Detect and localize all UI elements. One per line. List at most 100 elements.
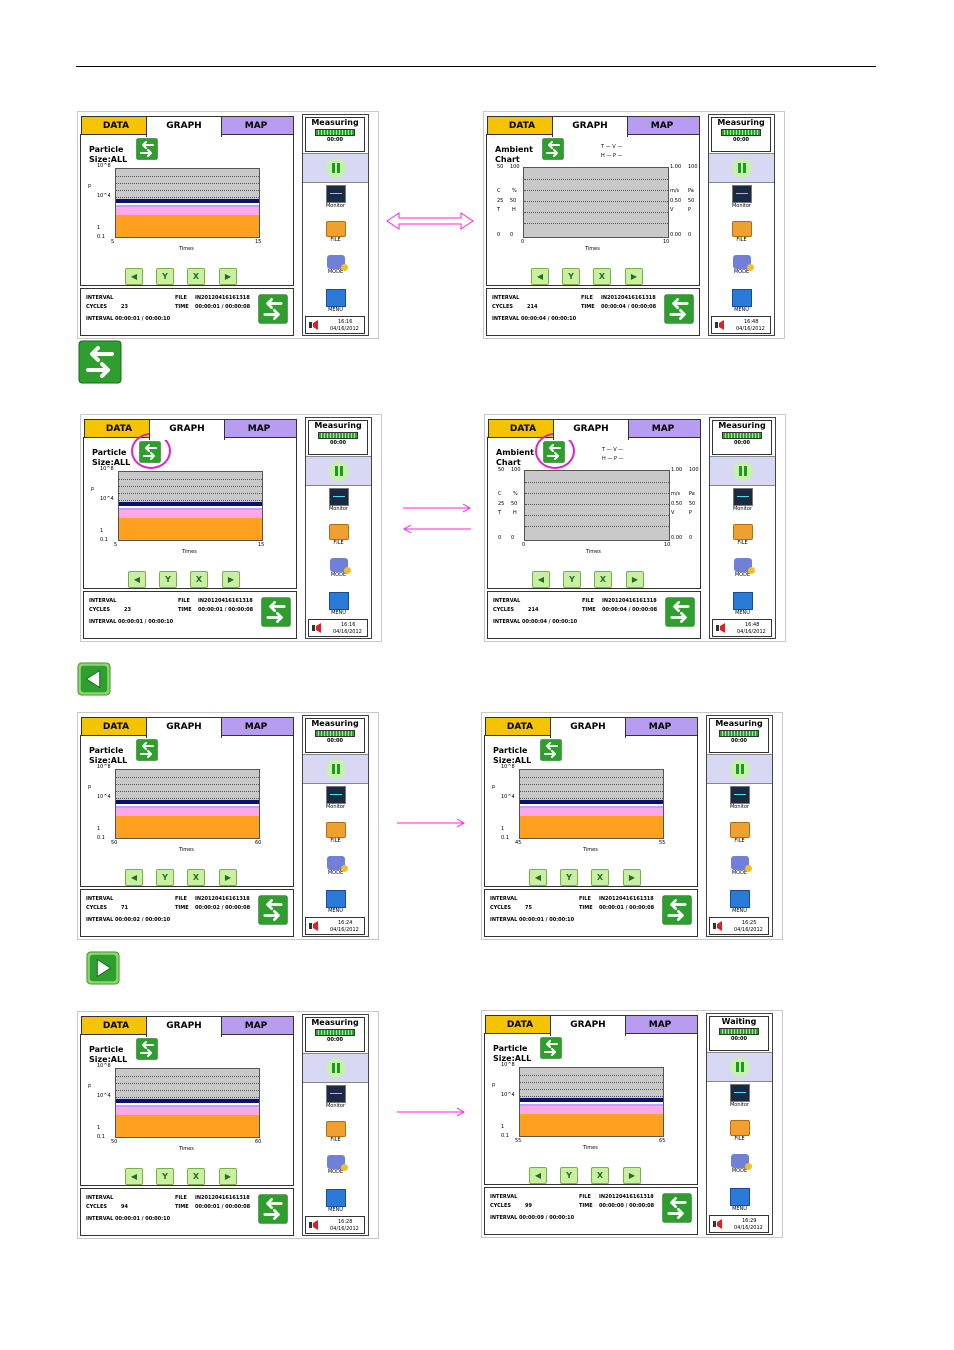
swap-info-button[interactable] [662,1193,692,1223]
pause-icon[interactable] [732,158,752,178]
pause-cell[interactable] [710,456,775,486]
swap-graph-button[interactable] [542,138,564,160]
x-scale-button[interactable]: X [187,268,205,285]
scroll-left-button[interactable]: ◀ [529,869,547,886]
swap-graph-button[interactable] [136,739,158,761]
x-scale-button[interactable]: X [594,571,612,588]
tab-graph[interactable]: GRAPH [552,116,628,137]
mode-button[interactable]: MODE [707,856,772,876]
mode-button[interactable]: MODE [306,558,371,578]
y-scale-button[interactable]: Y [159,571,177,588]
monitor-button[interactable]: Monitor [710,488,775,512]
swap-info-button[interactable] [258,1194,288,1224]
y-scale-button[interactable]: Y [562,268,580,285]
swap-info-button[interactable] [662,895,692,925]
tab-graph[interactable]: GRAPH [149,419,225,440]
tab-map[interactable]: MAP [622,1015,698,1034]
tab-map[interactable]: MAP [218,717,294,736]
menu-button[interactable]: MENU [710,592,775,616]
speaker-icon[interactable] [309,921,323,931]
menu-button[interactable]: MENU [707,890,772,914]
pause-cell[interactable] [303,754,368,784]
file-button[interactable]: FILE [709,221,774,243]
file-button[interactable]: FILE [306,524,371,546]
monitor-button[interactable]: Monitor [707,786,772,810]
monitor-button[interactable]: Monitor [303,1085,368,1109]
tab-map[interactable]: MAP [625,419,701,438]
scroll-right-button[interactable]: ▶ [219,1168,237,1185]
y-scale-button[interactable]: Y [156,1168,174,1185]
speaker-icon[interactable] [716,623,730,633]
monitor-button[interactable]: Monitor [707,1084,772,1108]
mode-button[interactable]: MODE [710,558,775,578]
tab-data[interactable]: DATA [485,1015,555,1034]
mode-button[interactable]: MODE [707,1154,772,1174]
menu-button[interactable]: MENU [306,592,371,616]
scroll-right-button[interactable]: ▶ [222,571,240,588]
file-button[interactable]: FILE [710,524,775,546]
scroll-right-button[interactable]: ▶ [623,869,641,886]
swap-info-button[interactable] [258,294,288,324]
mode-button[interactable]: MODE [303,255,368,275]
menu-button[interactable]: MENU [707,1188,772,1212]
speaker-icon[interactable] [713,1219,727,1229]
x-scale-button[interactable]: X [593,268,611,285]
swap-info-button[interactable] [258,895,288,925]
pause-cell[interactable] [303,1053,368,1083]
scroll-left-button[interactable]: ◀ [531,268,549,285]
tab-graph[interactable]: GRAPH [550,717,626,738]
menu-button[interactable]: MENU [303,1189,368,1213]
pause-icon[interactable] [730,759,750,779]
pause-cell[interactable] [306,456,371,486]
tab-data[interactable]: DATA [487,116,557,135]
tab-map[interactable]: MAP [218,116,294,135]
file-button[interactable]: FILE [707,822,772,844]
tab-graph[interactable]: GRAPH [146,717,222,738]
tab-graph[interactable]: GRAPH [146,1016,222,1037]
scroll-right-button[interactable]: ▶ [625,268,643,285]
y-scale-button[interactable]: Y [156,268,174,285]
scroll-left-button[interactable]: ◀ [532,571,550,588]
swap-graph-button[interactable] [136,138,158,160]
y-scale-button[interactable]: Y [560,869,578,886]
speaker-icon[interactable] [312,623,326,633]
file-button[interactable]: FILE [303,221,368,243]
tab-map[interactable]: MAP [622,717,698,736]
x-scale-button[interactable]: X [187,869,205,886]
x-scale-button[interactable]: X [187,1168,205,1185]
scroll-left-button[interactable]: ◀ [529,1167,547,1184]
tab-data[interactable]: DATA [81,116,151,135]
scroll-right-button[interactable]: ▶ [623,1167,641,1184]
file-button[interactable]: FILE [707,1120,772,1142]
pause-icon[interactable] [329,461,349,481]
pause-cell[interactable] [707,1052,772,1082]
pause-icon[interactable] [733,461,753,481]
swap-graph-button[interactable] [540,739,562,761]
tab-data[interactable]: DATA [81,717,151,736]
swap-info-button[interactable] [261,597,291,627]
y-scale-button[interactable]: Y [156,869,174,886]
menu-button[interactable]: MENU [303,289,368,313]
x-scale-button[interactable]: X [591,869,609,886]
menu-button[interactable]: MENU [303,890,368,914]
tab-map[interactable]: MAP [221,419,297,438]
monitor-button[interactable]: Monitor [306,488,371,512]
mode-button[interactable]: MODE [303,1155,368,1175]
pause-icon[interactable] [730,1057,750,1077]
pause-cell[interactable] [709,153,774,183]
x-scale-button[interactable]: X [591,1167,609,1184]
tab-graph[interactable]: GRAPH [146,116,222,137]
x-scale-button[interactable]: X [190,571,208,588]
speaker-icon[interactable] [309,320,323,330]
scroll-left-button[interactable]: ◀ [125,869,143,886]
pause-cell[interactable] [303,153,368,183]
y-scale-button[interactable]: Y [560,1167,578,1184]
scroll-left-button[interactable]: ◀ [125,1168,143,1185]
tab-data[interactable]: DATA [81,1016,151,1035]
swap-graph-button[interactable] [136,1038,158,1060]
pause-icon[interactable] [326,158,346,178]
scroll-left-button[interactable]: ◀ [128,571,146,588]
mode-button[interactable]: MODE [303,856,368,876]
scroll-left-button[interactable]: ◀ [125,268,143,285]
scroll-right-button[interactable]: ▶ [219,268,237,285]
